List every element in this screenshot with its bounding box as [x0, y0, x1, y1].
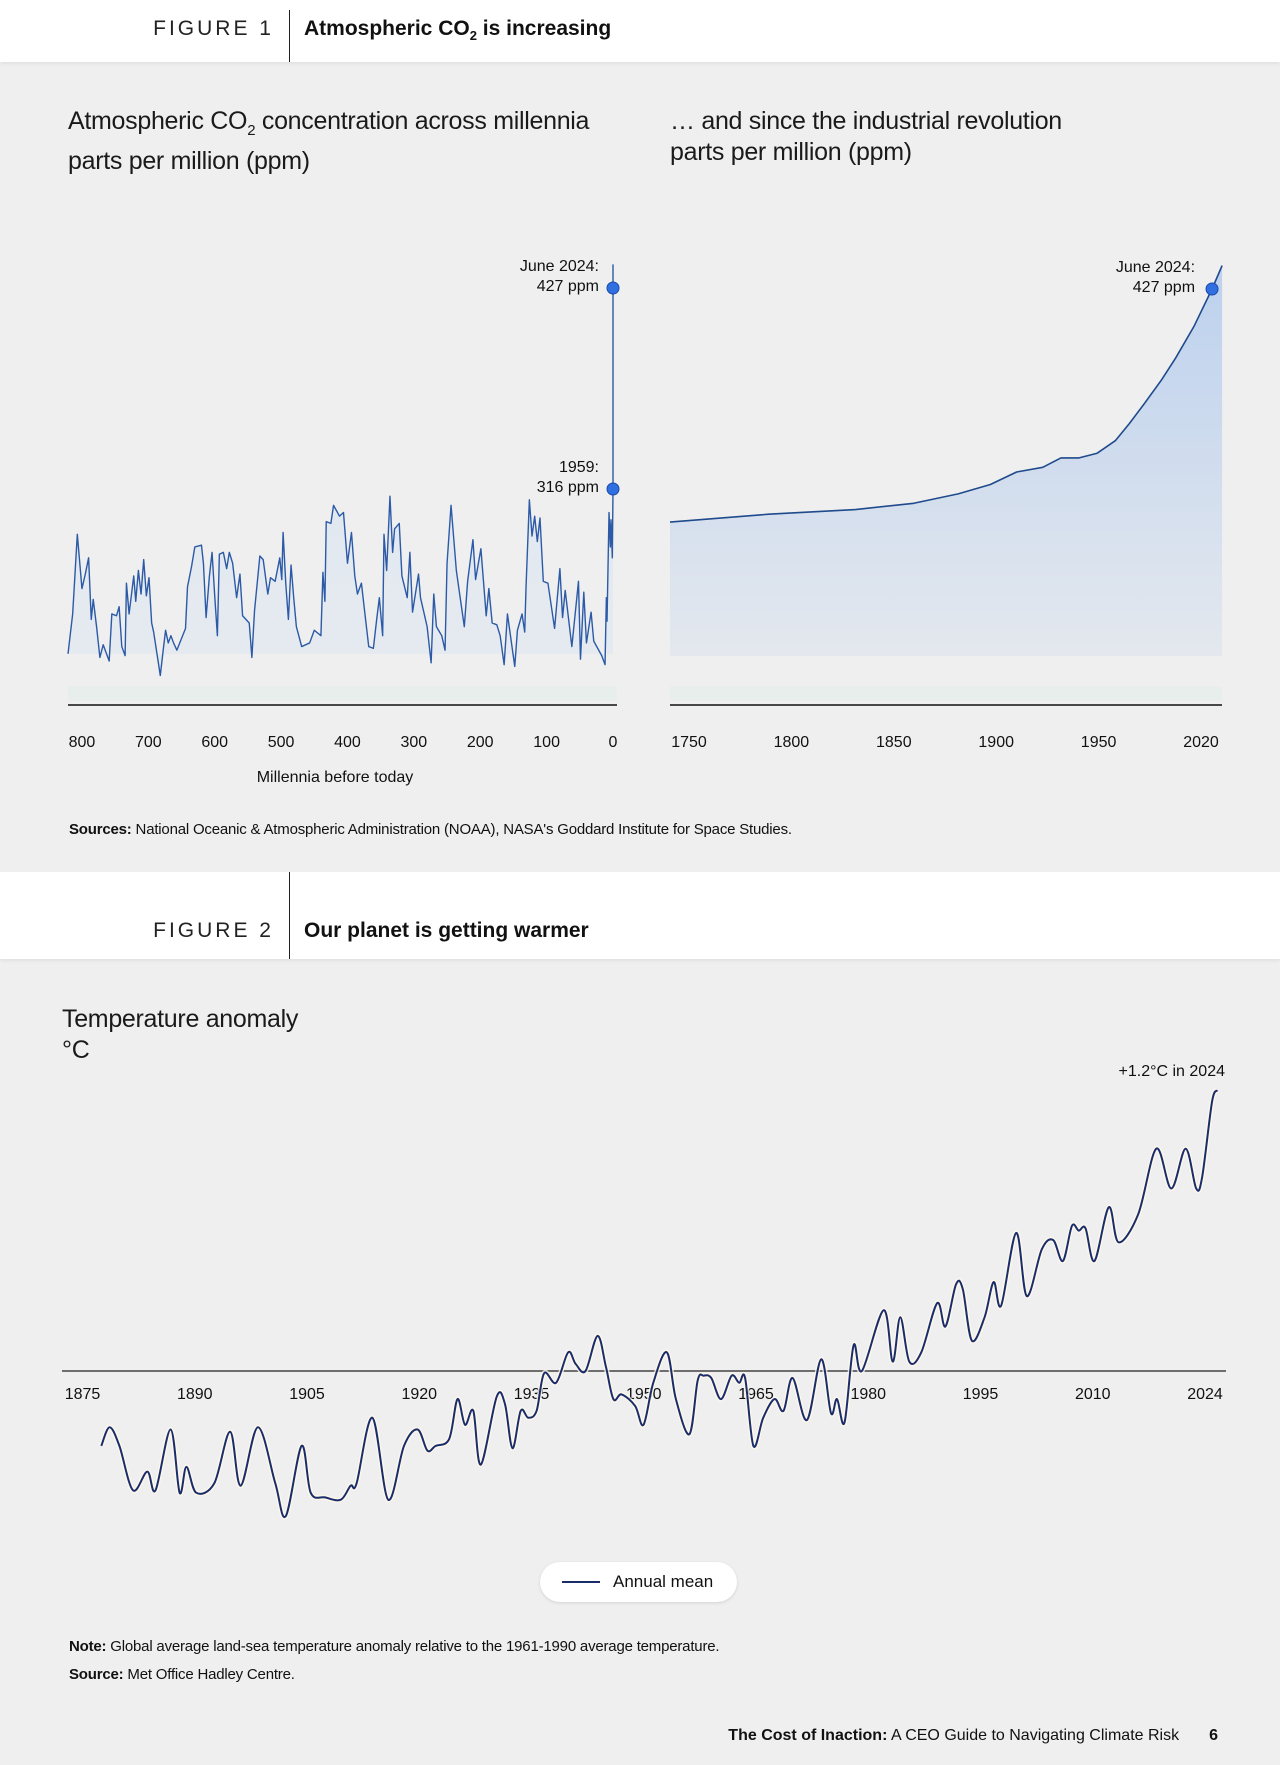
x-axis-label: Millennia before today [257, 769, 414, 786]
figure2-label: FIGURE 2 [153, 919, 274, 942]
co2-millennia-chart: 800 700 600 500 400 300 200 100 0 Millennia befor… [67, 258, 620, 786]
x-tick-label: 1995 [963, 1386, 999, 1403]
x-tick-label: 1850 [876, 734, 912, 751]
source-label: Source: [69, 1666, 124, 1683]
figure2-header [0, 872, 1280, 959]
x-tick-label: 1800 [774, 734, 810, 751]
x-tick-label: 1875 [65, 1386, 101, 1403]
legend-line-swatch [562, 1581, 600, 1583]
x-tick-label: 1950 [1081, 734, 1117, 751]
x-tick-label: 1980 [850, 1386, 886, 1403]
x-tick-label: 2010 [1075, 1386, 1111, 1403]
figure1-title: Atmospheric CO2 is increasing [304, 17, 611, 43]
temperature-unit: °C [62, 1036, 90, 1064]
co2-industrial-title: … and since the industrial revolution pa… [670, 106, 1062, 168]
co2-industrial-title-line: … and since the industrial revolution [670, 107, 1062, 135]
annotation-label: 1959: [559, 459, 599, 476]
x-tick-label: 1905 [289, 1386, 325, 1403]
note-label: Note: [69, 1638, 107, 1655]
figure2-source: Source: Met Office Hadley Centre. [69, 1666, 295, 1683]
annotation-label: June 2024: [1116, 259, 1195, 276]
sources-text: National Oceanic & Atmospheric Administr… [131, 821, 792, 838]
x-tick-label: 500 [268, 734, 295, 751]
figure2-title: Our planet is getting warmer [304, 919, 589, 942]
page-footer: The Cost of Inaction: A CEO Guide to Nav… [728, 1727, 1218, 1745]
annotation-value: 316 ppm [537, 479, 599, 496]
temperature-chart: 1875 1890 1905 1920 1935 1950 1965 1980 1995 2010… [62, 1063, 1226, 1520]
co2-industrial-chart: 1750 1800 1850 1900 1950 2020 June 2024: 427 pp… [669, 259, 1223, 751]
x-tick-label: 0 [609, 734, 618, 751]
figure2-divider [289, 872, 290, 959]
note-text: Global average land-sea temperature anom… [106, 1638, 720, 1655]
x-tick-label: 2024 [1187, 1386, 1223, 1403]
figure1-title-text-end: is increasing [476, 17, 612, 40]
page-number: 6 [1209, 1727, 1218, 1744]
figure1-title-text: Atmospheric CO [304, 17, 470, 40]
x-tick-label: 200 [467, 734, 494, 751]
x-tick-label: 1750 [671, 734, 707, 751]
x-tick-label: 100 [533, 734, 560, 751]
lower-band [670, 686, 1222, 701]
footer-title: A CEO Guide to Navigating Climate Risk [887, 1727, 1180, 1744]
co2-millennia-title-line: Atmospheric CO2 concentration across mil… [68, 106, 589, 146]
figure1-label: FIGURE 1 [153, 17, 274, 40]
source-text: Met Office Hadley Centre. [123, 1666, 295, 1683]
x-tick-label: 1935 [514, 1386, 550, 1403]
co2-industrial-unit: parts per million (ppm) [670, 138, 912, 166]
annotation-value: 427 ppm [537, 278, 599, 295]
data-marker [1205, 282, 1219, 296]
temperature-legend: Annual mean [540, 1562, 737, 1602]
x-tick-label: 1965 [738, 1386, 774, 1403]
temperature-title-line: Temperature anomaly [62, 1005, 299, 1033]
co2-millennia-area [68, 264, 613, 676]
temperature-line [100, 1089, 1219, 1519]
x-tick-label: 1890 [177, 1386, 213, 1403]
x-tick-label: 400 [334, 734, 361, 751]
title-text: Atmospheric CO [68, 107, 248, 135]
figure2-note: Note: Global average land-sea temperatur… [69, 1638, 720, 1655]
x-tick-label: 1900 [978, 734, 1014, 751]
legend-label: Annual mean [613, 1572, 714, 1591]
x-tick-label: 2020 [1183, 734, 1219, 751]
annotation-value: 427 ppm [1133, 279, 1195, 296]
co2-industrial-area [670, 265, 1223, 656]
x-tick-label: 300 [401, 734, 428, 751]
co2-millennia-title: Atmospheric CO2 concentration across mil… [68, 106, 589, 177]
lower-band [68, 686, 617, 701]
temperature-title: Temperature anomaly °C [62, 1004, 298, 1066]
footer-title-bold: The Cost of Inaction: [728, 1727, 888, 1744]
x-tick-label: 600 [201, 734, 228, 751]
x-tick-label: 800 [69, 734, 96, 751]
figure1-title-subscript: 2 [469, 28, 477, 44]
temperature-annotation: +1.2°C in 2024 [1119, 1063, 1226, 1080]
figure1-divider [289, 10, 290, 62]
data-marker [606, 281, 620, 295]
figure1-header [0, 0, 1280, 62]
co2-millennia-unit: parts per million (ppm) [68, 147, 310, 175]
sources-label: Sources: [69, 821, 132, 838]
figure1-sources: Sources: National Oceanic & Atmospheric … [69, 821, 792, 838]
co2-millennia-line [67, 264, 614, 677]
x-tick-label: 700 [135, 734, 162, 751]
data-marker [606, 482, 620, 496]
title-text-end: concentration across millennia [255, 107, 590, 135]
title-subscript: 2 [247, 122, 256, 139]
annotation-label: June 2024: [520, 258, 599, 275]
x-tick-label: 1920 [401, 1386, 437, 1403]
co2-industrial-line [669, 265, 1223, 523]
